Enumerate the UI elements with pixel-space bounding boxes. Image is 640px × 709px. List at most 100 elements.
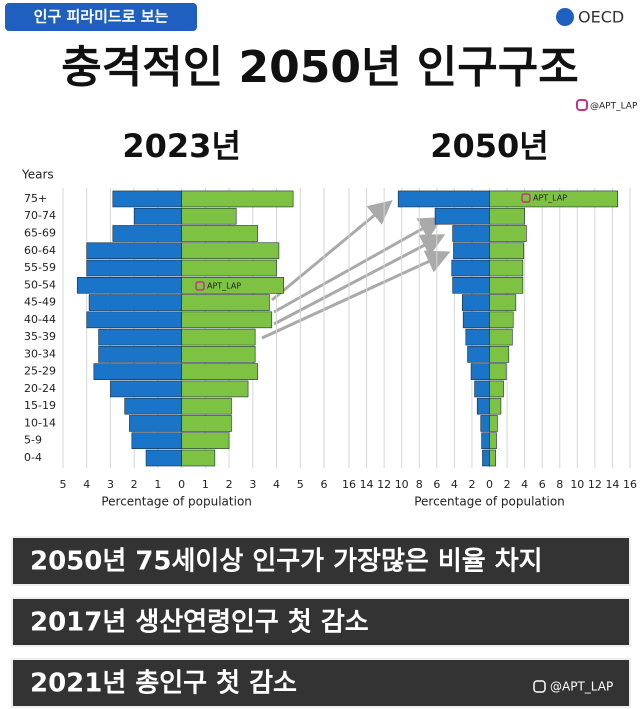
x-tick-label: 12 — [588, 478, 602, 491]
y-tick-label: 55-59 — [24, 261, 56, 274]
bar-male — [470, 363, 490, 380]
bar-male — [145, 449, 182, 467]
bar-male — [465, 328, 490, 346]
y-tick-label: 15-19 — [24, 399, 56, 412]
x-tick-label: 5 — [297, 478, 304, 491]
bar-male — [131, 432, 182, 450]
arrow — [273, 217, 444, 314]
note-box — [11, 597, 631, 647]
x-tick-label: 0 — [178, 478, 185, 491]
bar-female — [489, 259, 524, 277]
x-tick-label: 2 — [504, 478, 511, 491]
bar-male — [86, 311, 182, 329]
arrow — [271, 200, 393, 302]
bar-female — [489, 432, 497, 450]
note-box — [11, 536, 631, 586]
bar-female — [489, 380, 504, 398]
bar-male — [397, 190, 490, 208]
x-tick-label: 10 — [395, 478, 409, 491]
x-tick-label: 14 — [605, 478, 619, 491]
y-tick-label: 30-34 — [24, 347, 56, 360]
bar-male — [452, 276, 490, 294]
chart-title: 2050년 — [430, 127, 549, 165]
x-tick-label: 12 — [377, 478, 391, 491]
bar-female — [489, 363, 507, 380]
badge-text: 인구 피라미드로 보는 — [34, 8, 169, 26]
y-axis-label: Years — [21, 168, 54, 182]
x-tick-label: 2 — [131, 478, 138, 491]
bar-male — [76, 276, 182, 294]
bar-female — [181, 259, 277, 277]
note-text: 2021년 총인구 첫 감소 — [30, 669, 297, 699]
bar-female — [181, 190, 294, 208]
footer-credit: @APT_LAP — [550, 680, 613, 694]
bar-male — [452, 225, 490, 242]
x-axis-label: Percentage of population — [101, 495, 252, 509]
bar-male — [434, 207, 490, 225]
bar-female — [489, 397, 502, 415]
x-tick-label: 16 — [342, 478, 356, 491]
bar-female — [181, 432, 230, 450]
x-tick-label: 16 — [623, 478, 637, 491]
bar-female — [489, 276, 524, 294]
footer-icon — [533, 680, 546, 693]
y-tick-label: 40-44 — [24, 313, 56, 326]
bar-female — [181, 380, 249, 398]
y-tick-label: 70-74 — [24, 209, 56, 222]
x-tick-label: 4 — [451, 478, 458, 491]
bar-female — [489, 328, 513, 346]
x-tick-label: 10 — [570, 478, 584, 491]
bar-male — [86, 242, 182, 260]
bar-male — [482, 449, 490, 467]
bar-male — [112, 190, 182, 208]
main-title: 충격적인 2050년 인구구조 — [61, 42, 578, 93]
note-text: 2050년 75세이상 인구가 가장많은 비율 차지 — [30, 547, 543, 577]
insta-icon — [576, 99, 588, 111]
chart-title: 2023년 — [122, 127, 241, 165]
x-tick-label: 2 — [468, 478, 475, 491]
bar-male — [453, 242, 490, 260]
x-tick-label: 8 — [416, 478, 423, 491]
bar-female — [489, 294, 517, 311]
y-tick-label: 5-9 — [24, 434, 42, 447]
watermark-icon — [195, 281, 205, 291]
arrow — [261, 250, 451, 340]
logo: OECD — [578, 8, 624, 27]
y-tick-label: 0-4 — [24, 451, 42, 464]
x-tick-label: 14 — [360, 478, 374, 491]
logo-icon — [556, 8, 574, 26]
y-tick-label: 20-24 — [24, 382, 56, 395]
y-tick-label: 60-64 — [24, 244, 56, 257]
x-tick-label: 3 — [249, 478, 256, 491]
bar-female — [489, 449, 496, 467]
bar-male — [461, 294, 490, 311]
y-tick-label: 25-29 — [24, 365, 56, 378]
bar-male — [480, 415, 490, 432]
x-tick-label: 4 — [273, 478, 280, 491]
bar-female — [181, 397, 232, 415]
y-tick-label: 50-54 — [24, 278, 56, 291]
x-tick-label: 2 — [226, 478, 233, 491]
note-text: 2017년 생산연령인구 첫 감소 — [30, 608, 369, 638]
x-tick-label: 6 — [433, 478, 440, 491]
bar-female — [489, 346, 510, 363]
bar-male — [462, 311, 490, 329]
bar-female — [181, 328, 256, 346]
x-tick-label: 6 — [321, 478, 328, 491]
y-tick-label: 10-14 — [24, 416, 56, 429]
bar-female — [181, 294, 270, 311]
watermark-icon — [521, 193, 531, 203]
bar-female — [489, 207, 525, 225]
y-tick-label: 75+ — [24, 192, 47, 205]
x-tick-label: 4 — [521, 478, 528, 491]
x-tick-label: 4 — [83, 478, 90, 491]
bar-male — [129, 415, 182, 432]
y-tick-label: 65-69 — [24, 226, 56, 239]
watermark: APT_LAP — [533, 194, 567, 203]
arrows — [261, 200, 451, 340]
bar-female — [181, 449, 216, 467]
bar-female — [181, 363, 258, 380]
